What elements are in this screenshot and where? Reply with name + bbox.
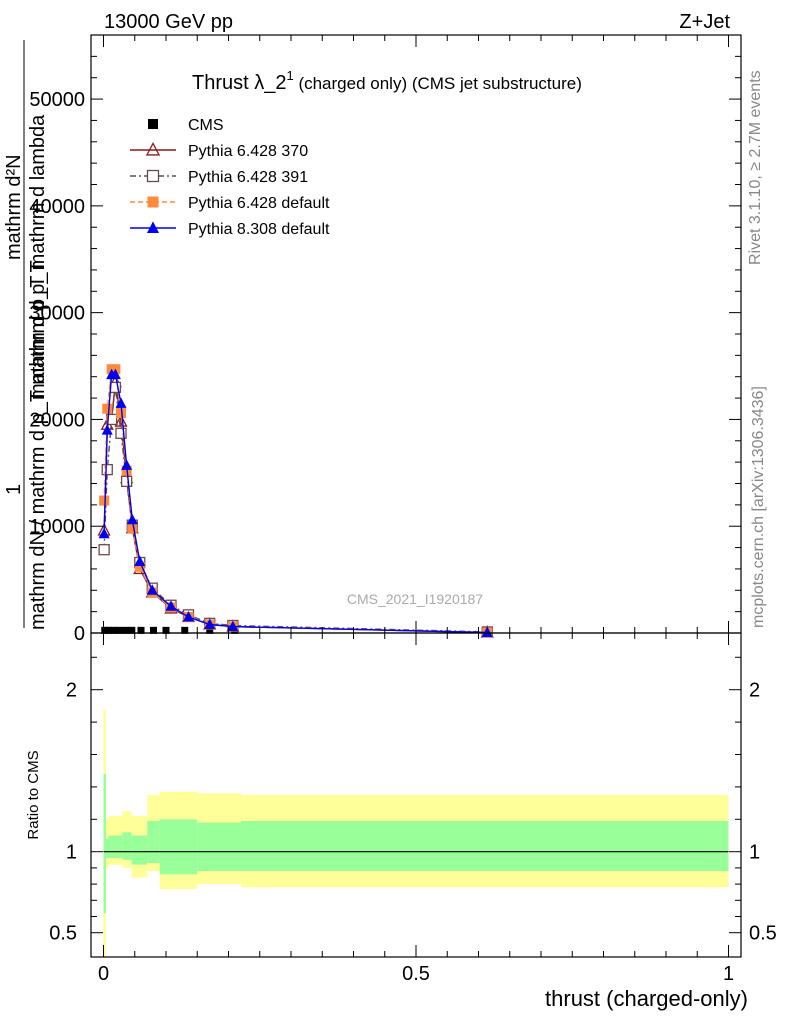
data-point	[126, 513, 138, 525]
data-point	[128, 626, 136, 634]
ylabel-line-3: 1	[3, 484, 25, 495]
header-left: 13000 GeV pp	[104, 11, 233, 33]
main-plot-area	[97, 364, 494, 638]
ratio-ytick-label-right: 1	[749, 842, 760, 864]
main-ytick-label: 40000	[29, 196, 85, 218]
mcplots-label: mcplots.cern.ch [arXiv:1306.3436]	[750, 386, 767, 628]
main-ytick-label: 0	[74, 623, 85, 645]
data-point	[115, 427, 127, 439]
ylabel-line-2: mathrm d p_T mathrm d lambda	[27, 114, 49, 400]
ratio-band-inner	[241, 820, 729, 872]
main-ytick-label: 20000	[29, 409, 85, 431]
legend: CMS Pythia 6.428 370 Pythia 6.428 391 Pythi…	[130, 117, 330, 238]
data-point	[101, 463, 113, 476]
legend-item: CMS	[148, 117, 224, 134]
chart-title-sup: 1	[286, 68, 293, 83]
data-point	[227, 620, 239, 632]
legend-label: Pythia 6.428 391	[188, 169, 308, 186]
ratio-ytick-label: 0.5	[49, 923, 77, 945]
main-x-ticks	[103, 35, 729, 633]
ratio-band-inner	[103, 773, 106, 914]
legend-label: Pythia 6.428 370	[188, 143, 308, 160]
data-point	[102, 403, 113, 414]
legend-item: Pythia 8.308 default	[130, 221, 330, 238]
data-point	[150, 626, 157, 634]
ratio-ytick-label: 2	[66, 680, 77, 702]
ratio-bands	[103, 709, 729, 957]
legend-item: Pythia 6.428 391	[130, 169, 308, 186]
x-axis-label: thrust (charged-only)	[545, 986, 748, 1011]
data-point	[481, 626, 493, 637]
data-point	[105, 626, 112, 634]
ylabel-line-4: mathrm dN / mathrm d p_T mathrm d p_T	[27, 260, 49, 630]
ratio-band-inner	[147, 820, 160, 864]
data-point	[99, 495, 110, 506]
chart-title: Thrust λ_21 (charged only) (CMS jet subs…	[192, 68, 582, 94]
main-series-layer	[97, 364, 494, 638]
ratio-x-axis: 0 0.5 1	[98, 633, 734, 985]
data-point	[127, 523, 138, 534]
ratio-xtick-label: 0.5	[402, 963, 430, 985]
legend-marker	[145, 141, 161, 156]
data-point	[183, 610, 194, 622]
data-point	[204, 618, 216, 629]
main-y-label: mathrm d²N mathrm d p_T mathrm d lambda …	[3, 40, 49, 630]
main-y-axis: 0 10000 20000 30000 40000 50000	[29, 55, 741, 645]
data-point	[114, 414, 128, 427]
data-point	[115, 626, 123, 634]
data-point	[165, 600, 177, 611]
legend-label: CMS	[188, 117, 224, 134]
watermark: CMS_2021_I1920187	[347, 591, 483, 607]
ratio-ytick-label-right: 0.5	[749, 923, 777, 945]
legend-item: Pythia 6.428 default	[130, 195, 330, 212]
ratio-ytick-label-right: 2	[749, 680, 760, 702]
data-point	[101, 424, 113, 435]
data-point	[121, 626, 129, 634]
data-point	[98, 544, 110, 556]
legend-item: Pythia 6.428 370	[130, 141, 308, 160]
data-point	[134, 561, 145, 572]
chart-title-main: Thrust λ_2	[192, 72, 286, 94]
legend-marker	[147, 196, 159, 208]
rivet-label: Rivet 3.1.10, ≥ 2.7M events	[747, 70, 764, 265]
ratio-y-label: Ratio to CMS	[25, 750, 42, 839]
data-point	[98, 527, 110, 539]
ratio-xtick-label: 0	[98, 963, 109, 985]
data-point	[134, 555, 146, 566]
main-ytick-label: 50000	[29, 89, 85, 111]
data-point	[101, 626, 109, 634]
header-right: Z+Jet	[679, 11, 730, 33]
main-ytick-label: 10000	[29, 516, 85, 538]
ratio-band-inner	[122, 832, 132, 860]
data-point	[181, 626, 189, 634]
data-point	[110, 626, 117, 634]
ratio-panel: 0.5 0.51 12 2 0 0.5 1 Ratio to CMS thrust (ch…	[25, 632, 777, 1011]
ratio-band-inner	[159, 819, 198, 875]
ratio-band-inner	[131, 835, 148, 865]
data-point	[116, 408, 126, 419]
data-point	[115, 397, 127, 408]
main-ytick-label: 30000	[29, 303, 85, 325]
ratio-y-axis: 0.5 0.5 1 1 2 2	[49, 656, 777, 945]
chart-title-rest: (charged only) (CMS jet substructure)	[294, 74, 582, 93]
series-pythia-8-308-default	[98, 368, 493, 637]
legend-marker	[146, 169, 160, 183]
data-point	[109, 368, 121, 380]
legend-label: Pythia 6.428 default	[188, 195, 330, 212]
data-point	[146, 584, 158, 595]
ratio-band-inner	[108, 835, 123, 859]
ratio-band-inner	[197, 822, 241, 872]
ratio-band-inner	[106, 838, 109, 859]
ratio-ytick-label: 1	[66, 842, 77, 864]
ylabel-line-1: mathrm d²N	[3, 154, 25, 260]
legend-label: Pythia 8.308 default	[188, 221, 330, 238]
data-point	[121, 459, 133, 470]
ratio-xtick-label: 1	[723, 963, 734, 985]
data-point	[206, 626, 214, 634]
legend-marker	[146, 221, 160, 233]
data-point	[137, 626, 145, 634]
legend-marker	[148, 119, 158, 129]
